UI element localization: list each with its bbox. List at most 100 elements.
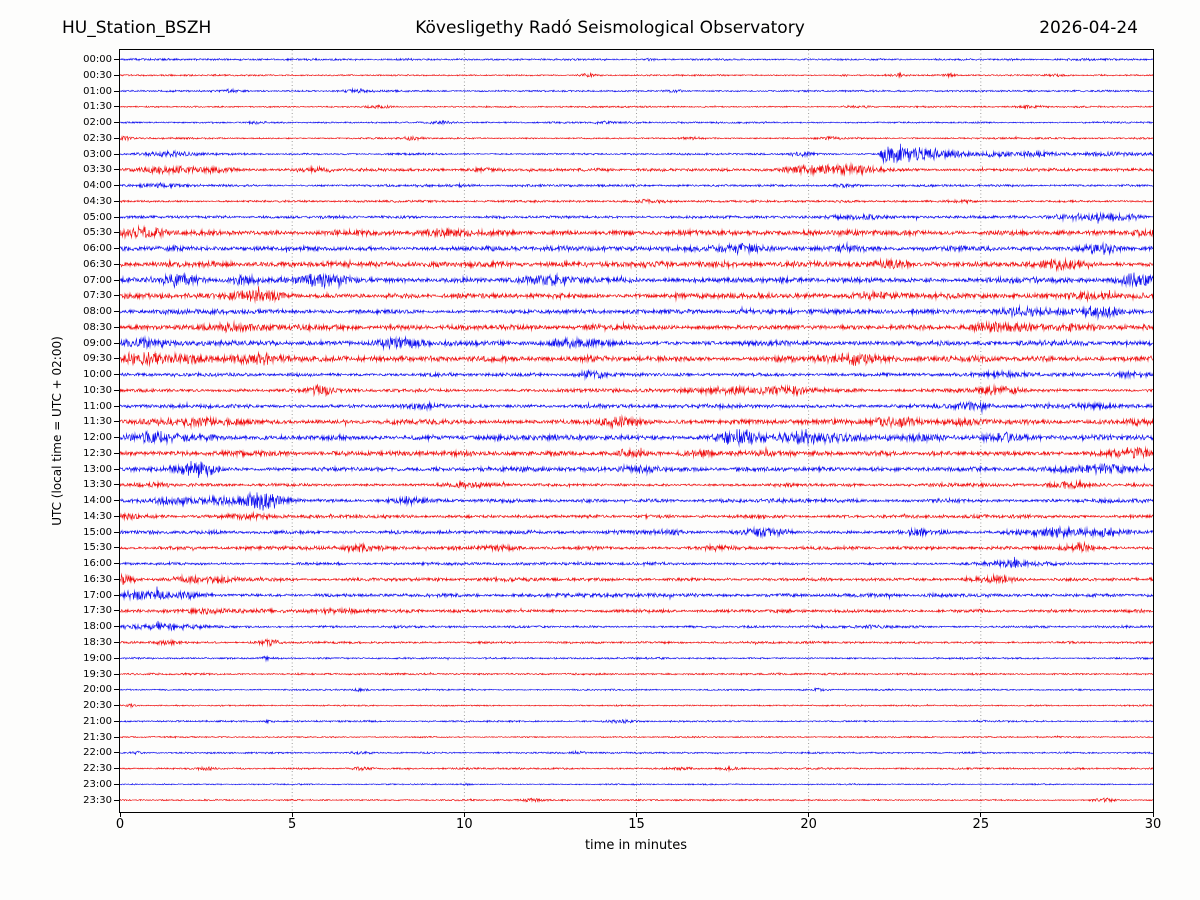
row-time-label: 01:00 xyxy=(83,85,112,97)
row-time-label: 00:00 xyxy=(83,54,112,65)
y-tick xyxy=(114,90,119,92)
y-tick xyxy=(114,216,119,218)
y-tick xyxy=(114,563,119,565)
y-tick xyxy=(114,389,119,391)
observatory-title: Kövesligethy Radó Seismological Observat… xyxy=(415,18,805,38)
row-time-label: 05:30 xyxy=(83,227,112,239)
y-tick xyxy=(114,783,119,785)
x-tick-label: 0 xyxy=(115,817,125,832)
y-tick xyxy=(114,200,119,202)
y-tick xyxy=(114,736,119,738)
row-time-label: 10:00 xyxy=(83,369,112,381)
row-time-label: 14:30 xyxy=(83,510,112,522)
y-tick xyxy=(114,405,119,407)
row-time-label: 21:00 xyxy=(83,715,112,727)
row-time-label: 15:30 xyxy=(83,542,112,554)
y-tick xyxy=(114,74,119,76)
y-tick xyxy=(114,326,119,328)
x-tick xyxy=(291,812,293,817)
row-time-label: 21:30 xyxy=(83,731,112,743)
y-tick xyxy=(114,185,119,187)
x-tick-label: 10 xyxy=(456,817,473,832)
seismogram-canvas xyxy=(120,50,1153,812)
x-tick-label: 5 xyxy=(288,817,297,832)
x-tick-label: 20 xyxy=(800,817,817,832)
y-tick xyxy=(114,342,119,344)
x-tick xyxy=(636,812,637,817)
plot-area xyxy=(119,49,1154,813)
y-tick xyxy=(114,295,119,297)
y-tick xyxy=(114,59,119,60)
row-time-label: 02:00 xyxy=(83,117,112,129)
y-tick xyxy=(114,484,119,486)
date-title: 2026-04-24 xyxy=(1039,18,1138,38)
row-time-label: 09:30 xyxy=(83,353,112,365)
y-tick xyxy=(114,122,119,124)
y-tick xyxy=(114,153,119,155)
row-time-label: 18:00 xyxy=(83,621,112,633)
row-time-label: 11:00 xyxy=(83,400,112,412)
row-time-label: 02:30 xyxy=(83,132,112,144)
y-tick xyxy=(114,468,119,470)
y-tick xyxy=(114,137,119,139)
row-time-label: 16:30 xyxy=(83,573,112,585)
y-tick xyxy=(114,437,119,439)
row-time-label: 23:30 xyxy=(83,794,112,806)
row-time-label: 09:00 xyxy=(83,337,112,349)
station-title: HU_Station_BSZH xyxy=(62,18,212,38)
row-time-label: 12:30 xyxy=(83,447,112,459)
row-time-label: 17:30 xyxy=(83,605,112,617)
row-time-label: 08:00 xyxy=(83,306,112,318)
row-time-label: 13:30 xyxy=(83,479,112,491)
row-time-label: 18:30 xyxy=(83,637,112,648)
row-time-label: 04:30 xyxy=(83,195,112,207)
row-time-label: 10:30 xyxy=(83,384,112,396)
row-time-label: 07:00 xyxy=(83,274,112,286)
row-time-label: 04:00 xyxy=(83,180,112,192)
row-time-label: 01:30 xyxy=(83,101,112,113)
y-tick xyxy=(114,720,119,722)
y-tick xyxy=(114,248,119,250)
y-tick xyxy=(114,106,119,108)
row-time-label: 22:00 xyxy=(83,747,112,759)
row-time-label: 00:30 xyxy=(83,69,112,81)
row-time-label: 17:00 xyxy=(83,589,112,601)
y-tick xyxy=(114,752,119,754)
row-time-label: 14:00 xyxy=(83,495,112,507)
row-time-label: 15:00 xyxy=(83,526,112,538)
y-tick xyxy=(114,358,119,360)
row-time-label: 23:00 xyxy=(83,778,112,790)
y-tick xyxy=(114,374,119,376)
y-tick xyxy=(114,421,119,423)
row-time-label: 19:00 xyxy=(83,652,112,664)
y-tick xyxy=(114,642,119,643)
y-tick xyxy=(114,500,119,502)
y-tick xyxy=(114,311,119,313)
y-tick xyxy=(114,673,119,675)
x-tick-label: 15 xyxy=(628,817,645,832)
row-time-label: 03:30 xyxy=(83,164,112,176)
y-tick xyxy=(114,169,119,171)
y-tick xyxy=(114,657,119,659)
row-time-label: 13:00 xyxy=(83,463,112,475)
y-tick xyxy=(114,531,119,533)
y-tick xyxy=(114,279,119,281)
x-axis-label: time in minutes xyxy=(584,838,688,853)
y-tick xyxy=(114,689,119,691)
row-time-label: 20:00 xyxy=(83,684,112,696)
row-time-label: 19:30 xyxy=(83,668,112,680)
y-tick xyxy=(114,594,119,596)
x-tick xyxy=(463,812,465,817)
x-tick-label: 30 xyxy=(1144,817,1162,832)
x-tick xyxy=(980,812,982,817)
x-tick xyxy=(808,812,810,817)
row-time-label: 20:30 xyxy=(83,700,112,712)
row-time-label: 11:30 xyxy=(83,416,112,428)
y-tick xyxy=(114,799,119,801)
x-tick-label: 25 xyxy=(972,817,990,832)
y-tick xyxy=(114,626,119,628)
y-tick xyxy=(114,578,119,580)
x-tick xyxy=(1152,812,1154,817)
y-tick xyxy=(114,232,119,234)
y-tick xyxy=(114,768,119,770)
